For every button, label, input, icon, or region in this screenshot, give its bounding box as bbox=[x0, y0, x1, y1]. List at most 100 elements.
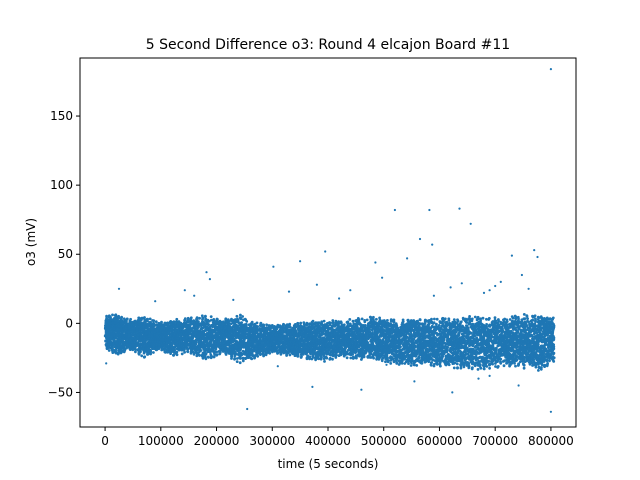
data-point bbox=[137, 316, 141, 320]
data-point bbox=[198, 316, 202, 320]
data-point bbox=[175, 353, 179, 357]
data-point bbox=[215, 353, 219, 357]
data-point bbox=[186, 320, 190, 324]
data-point bbox=[143, 316, 146, 319]
data-point bbox=[250, 357, 254, 361]
data-point bbox=[331, 319, 335, 322]
data-point bbox=[201, 316, 205, 320]
data-point bbox=[299, 321, 303, 325]
data-point bbox=[139, 350, 142, 354]
data-point bbox=[288, 325, 292, 329]
data-point bbox=[217, 340, 221, 344]
data-point bbox=[212, 355, 216, 359]
data-point bbox=[160, 320, 163, 324]
data-point bbox=[119, 343, 123, 347]
data-point bbox=[331, 357, 334, 361]
data-point bbox=[186, 316, 190, 320]
data-point bbox=[212, 318, 216, 321]
data-point bbox=[235, 314, 239, 318]
data-point bbox=[180, 352, 184, 356]
data-point bbox=[152, 351, 155, 354]
data-point bbox=[339, 353, 343, 357]
data-point bbox=[149, 321, 153, 324]
data-point bbox=[209, 356, 213, 360]
data-point bbox=[256, 325, 259, 328]
data-point bbox=[329, 321, 332, 325]
data-point bbox=[311, 319, 315, 323]
data-point bbox=[259, 353, 262, 356]
data-point bbox=[175, 350, 179, 354]
data-point bbox=[174, 320, 178, 323]
data-point bbox=[233, 357, 237, 360]
data-point bbox=[204, 314, 207, 318]
data-point bbox=[245, 320, 249, 323]
data-point bbox=[209, 315, 213, 318]
data-point bbox=[199, 349, 203, 352]
data-point bbox=[152, 319, 156, 323]
data-point bbox=[134, 350, 137, 354]
data-point bbox=[183, 350, 187, 354]
data-point bbox=[177, 348, 181, 352]
data-point bbox=[120, 315, 123, 319]
data-point bbox=[216, 318, 219, 321]
data-point bbox=[210, 318, 213, 322]
data-point bbox=[198, 354, 201, 357]
data-point bbox=[146, 317, 150, 321]
data-point bbox=[105, 314, 108, 318]
data-point bbox=[285, 354, 288, 357]
chart-title: 5 Second Difference o3: Round 4 elcajon … bbox=[146, 37, 510, 53]
data-point bbox=[241, 357, 245, 360]
data-point bbox=[172, 320, 176, 324]
data-point bbox=[302, 352, 305, 356]
data-point bbox=[146, 352, 150, 356]
data-point bbox=[240, 321, 244, 325]
data-point bbox=[288, 353, 292, 357]
data-point bbox=[186, 350, 190, 354]
data-point bbox=[255, 321, 259, 325]
data-point bbox=[143, 355, 147, 359]
data-point bbox=[322, 319, 326, 323]
data-point bbox=[265, 323, 268, 327]
data-point bbox=[325, 356, 329, 360]
data-point bbox=[134, 348, 138, 352]
data-point bbox=[175, 317, 179, 321]
data-point bbox=[182, 348, 186, 352]
data-point bbox=[111, 348, 115, 351]
data-point bbox=[181, 346, 185, 349]
data-point bbox=[288, 322, 292, 326]
data-point bbox=[207, 323, 210, 327]
data-point bbox=[300, 355, 303, 358]
data-point bbox=[163, 345, 167, 349]
data-point bbox=[111, 313, 114, 317]
data-point bbox=[250, 320, 254, 324]
data-point bbox=[238, 361, 242, 365]
data-point bbox=[172, 353, 176, 357]
data-point bbox=[154, 320, 158, 324]
data-point bbox=[140, 354, 144, 358]
data-point bbox=[235, 360, 239, 363]
data-point bbox=[230, 354, 234, 358]
data-point bbox=[296, 322, 300, 325]
data-point bbox=[236, 318, 240, 322]
data-point bbox=[241, 315, 245, 318]
data-point bbox=[256, 354, 260, 358]
data-point bbox=[129, 317, 133, 321]
data-point bbox=[107, 349, 111, 352]
data-point bbox=[189, 316, 193, 320]
data-point bbox=[125, 317, 129, 321]
data-point bbox=[194, 341, 198, 344]
data-point bbox=[296, 354, 300, 358]
data-point bbox=[268, 351, 272, 355]
data-points bbox=[103, 68, 556, 413]
data-point bbox=[206, 355, 210, 359]
data-point bbox=[238, 357, 242, 360]
data-point bbox=[323, 360, 326, 363]
data-point bbox=[171, 343, 174, 346]
data-point bbox=[305, 323, 309, 326]
data-point bbox=[215, 350, 219, 354]
data-point bbox=[149, 349, 153, 353]
data-point bbox=[117, 316, 121, 320]
data-point bbox=[148, 317, 152, 321]
data-point bbox=[320, 355, 323, 359]
